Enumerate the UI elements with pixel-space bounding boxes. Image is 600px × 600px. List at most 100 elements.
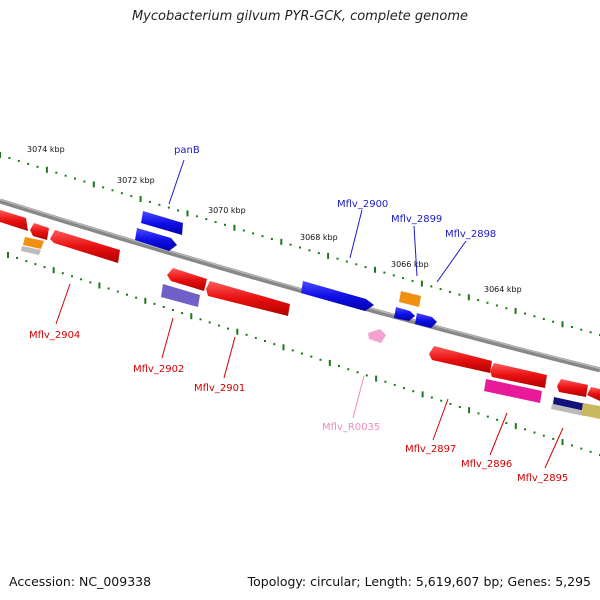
- minor-tick: [36, 165, 39, 168]
- minor-tick: [345, 260, 348, 263]
- gene-label-panB[interactable]: panB: [174, 145, 200, 156]
- connector-Mflv_2898: [436, 240, 467, 283]
- minor-tick: [524, 312, 526, 315]
- minor-tick: [167, 206, 170, 209]
- gene-label-Mflv_R0035[interactable]: Mflv_R0035: [322, 422, 380, 433]
- gene-arrow[interactable]: [206, 281, 290, 316]
- minor-tick: [589, 331, 592, 334]
- minor-tick: [195, 215, 198, 218]
- major-tick: [468, 407, 471, 414]
- connector-Mflv_2902: [161, 317, 174, 359]
- minor-tick: [393, 383, 396, 386]
- kbp-labels: 3074 kbp 3072 kbp 3070 kbp 3068 kbp 3066…: [27, 145, 522, 294]
- major-tick: [420, 280, 423, 287]
- gene-label-Mflv_2901[interactable]: Mflv_2901: [194, 383, 245, 394]
- feature-navy[interactable]: [553, 397, 586, 411]
- minor-tick: [392, 274, 395, 277]
- gene-label-Mflv_2899[interactable]: Mflv_2899: [391, 214, 442, 225]
- connector-Mflv_2900: [349, 209, 363, 259]
- minor-tick: [149, 200, 151, 203]
- major-tick: [375, 375, 378, 382]
- feature-olive[interactable]: [581, 403, 600, 419]
- major-tick: [7, 252, 9, 258]
- major-tick: [92, 181, 95, 188]
- major-tick: [98, 282, 101, 289]
- minor-tick: [449, 402, 452, 405]
- major-tick: [561, 439, 564, 446]
- gene-arrow[interactable]: [429, 346, 492, 373]
- gene-arrow[interactable]: [415, 313, 437, 328]
- minor-tick: [336, 257, 339, 260]
- connector-Mflv_2904: [55, 283, 71, 325]
- minor-tick: [319, 358, 322, 361]
- minor-tick: [355, 263, 358, 266]
- gene-arrow[interactable]: [557, 379, 588, 397]
- minor-tick: [310, 355, 313, 358]
- minor-tick: [411, 279, 414, 282]
- gene-arrow[interactable]: [0, 210, 28, 231]
- minor-tick: [120, 192, 123, 195]
- minor-tick: [542, 434, 545, 437]
- minor-tick: [440, 399, 443, 402]
- minor-tick: [71, 275, 73, 278]
- minor-tick: [299, 246, 301, 249]
- gene-label-Mflv_2904[interactable]: Mflv_2904: [29, 330, 80, 341]
- minor-tick: [552, 437, 555, 440]
- gene-arrow[interactable]: [587, 387, 600, 401]
- minor-tick: [83, 180, 86, 183]
- minor-tick: [43, 266, 46, 269]
- minor-tick: [365, 374, 368, 377]
- other-features: [21, 237, 600, 419]
- minor-tick: [153, 302, 156, 305]
- minor-tick: [107, 287, 110, 290]
- minor-tick: [364, 266, 367, 269]
- gene-label-Mflv_2902[interactable]: Mflv_2902: [133, 364, 184, 375]
- minor-tick: [580, 447, 583, 450]
- gene-arrow[interactable]: [394, 307, 415, 321]
- minor-tick: [458, 406, 461, 408]
- gene-label-Mflv_2895[interactable]: Mflv_2895: [517, 473, 568, 484]
- feature-grey[interactable]: [551, 404, 585, 416]
- minor-tick: [495, 304, 498, 307]
- feature-purple[interactable]: [161, 284, 200, 307]
- minor-tick: [116, 290, 119, 293]
- rna-feature[interactable]: [368, 329, 386, 343]
- map-title: Mycobacterium gilvum PYR-GCK, complete g…: [131, 9, 469, 24]
- gene-arrow[interactable]: [135, 228, 177, 251]
- major-tick: [282, 344, 285, 351]
- minor-tick: [496, 418, 499, 421]
- gene-label-Mflv_2898[interactable]: Mflv_2898: [445, 229, 496, 240]
- minor-tick: [542, 318, 545, 320]
- minor-tick: [403, 387, 405, 390]
- minor-tick: [270, 238, 273, 240]
- major-tick: [514, 423, 517, 430]
- minor-tick: [171, 309, 174, 311]
- gene-label-Mflv_2896[interactable]: Mflv_2896: [461, 459, 512, 470]
- minor-tick: [412, 390, 415, 393]
- minor-tick: [55, 171, 58, 174]
- gene-arrow[interactable]: [50, 230, 120, 263]
- gene-arrow[interactable]: [30, 223, 49, 240]
- major-tick: [139, 196, 142, 202]
- gene-arrow[interactable]: [141, 211, 183, 235]
- minor-tick: [580, 328, 583, 331]
- gene-arrow[interactable]: [490, 363, 547, 388]
- minor-tick: [261, 235, 264, 238]
- minor-tick: [402, 277, 405, 280]
- gene-label-Mflv_2897[interactable]: Mflv_2897: [405, 444, 456, 455]
- gene-label-Mflv_2900[interactable]: Mflv_2900: [337, 199, 388, 210]
- minor-tick: [217, 324, 220, 327]
- minor-tick: [570, 326, 573, 328]
- feature-orange[interactable]: [399, 291, 421, 307]
- feature-grey[interactable]: [21, 246, 41, 255]
- feature-magenta[interactable]: [484, 379, 542, 403]
- major-tick: [45, 166, 48, 173]
- minor-tick: [533, 315, 536, 318]
- minor-tick: [291, 349, 294, 352]
- gene-arrow[interactable]: [301, 281, 374, 311]
- minor-tick: [439, 288, 442, 291]
- feature-orange[interactable]: [23, 237, 44, 249]
- major-tick: [280, 238, 283, 245]
- minor-tick: [74, 177, 76, 180]
- gene-arrow[interactable]: [167, 268, 207, 291]
